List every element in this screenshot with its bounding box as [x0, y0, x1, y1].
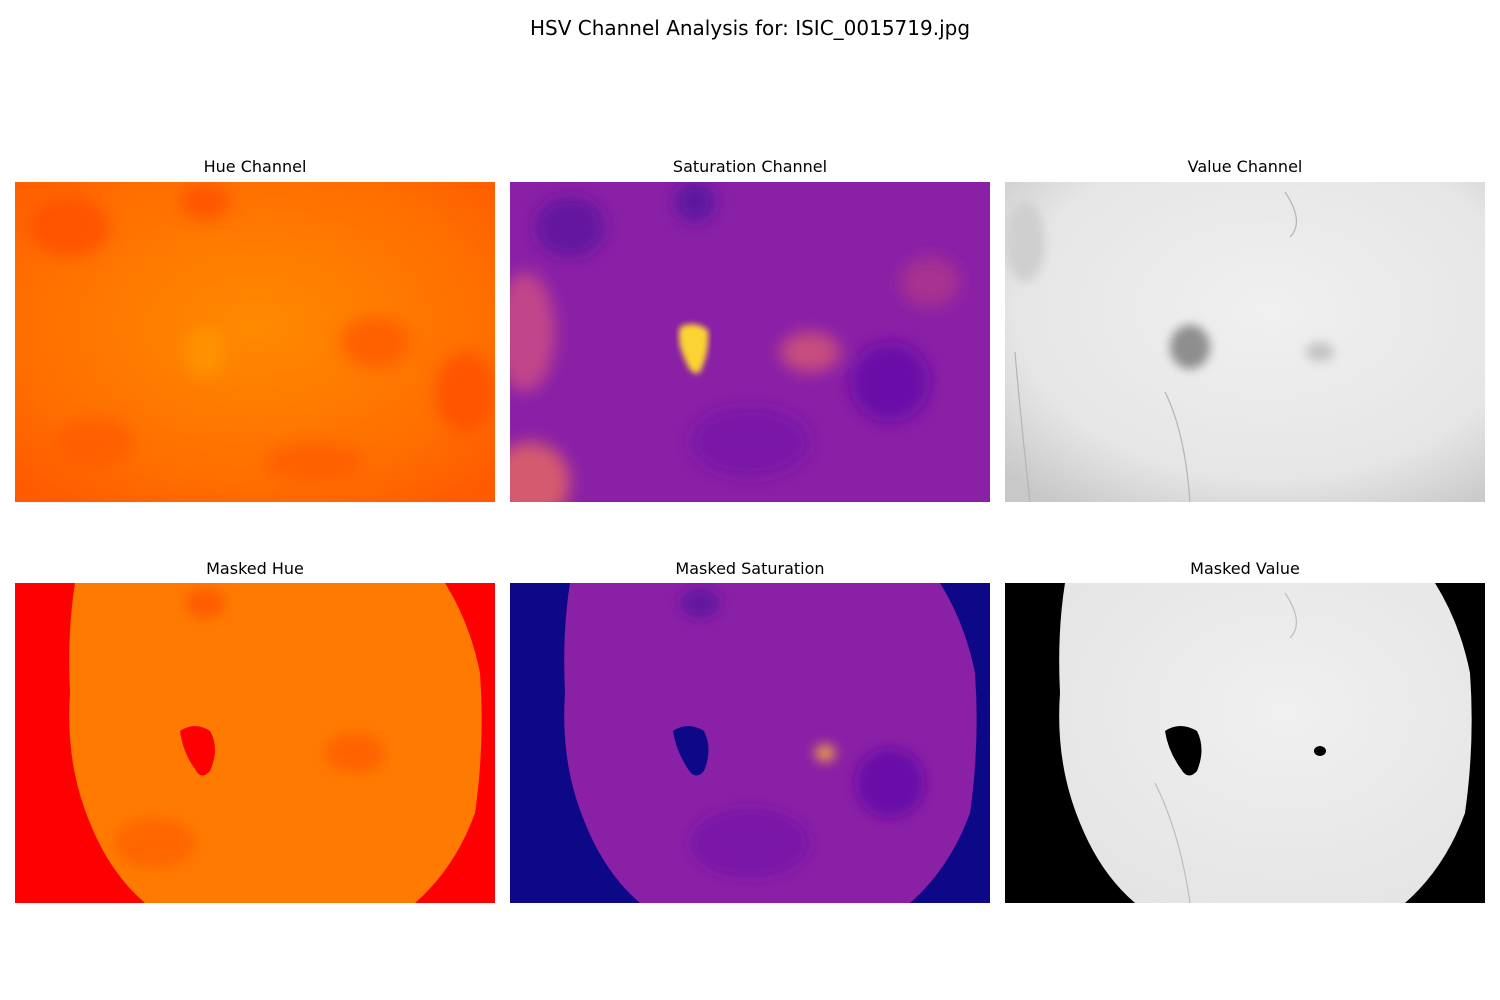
masked-value-title: Masked Value	[1190, 559, 1300, 578]
saturation-channel-image	[510, 182, 990, 502]
saturation-channel-title: Saturation Channel	[672, 157, 828, 176]
masked-saturation-image	[510, 583, 990, 903]
hue-channel-image	[15, 182, 495, 502]
figure-title: HSV Channel Analysis for: ISIC_0015719.j…	[529, 16, 971, 40]
masked-value-image	[1005, 583, 1485, 903]
masked-hue-image	[15, 583, 495, 903]
masked-hue-title: Masked Hue	[206, 559, 304, 578]
value-channel-image	[1005, 182, 1485, 502]
value-channel-title: Value Channel	[1187, 157, 1303, 176]
hue-channel-title: Hue Channel	[203, 157, 307, 176]
masked-saturation-title: Masked Saturation	[675, 559, 825, 578]
